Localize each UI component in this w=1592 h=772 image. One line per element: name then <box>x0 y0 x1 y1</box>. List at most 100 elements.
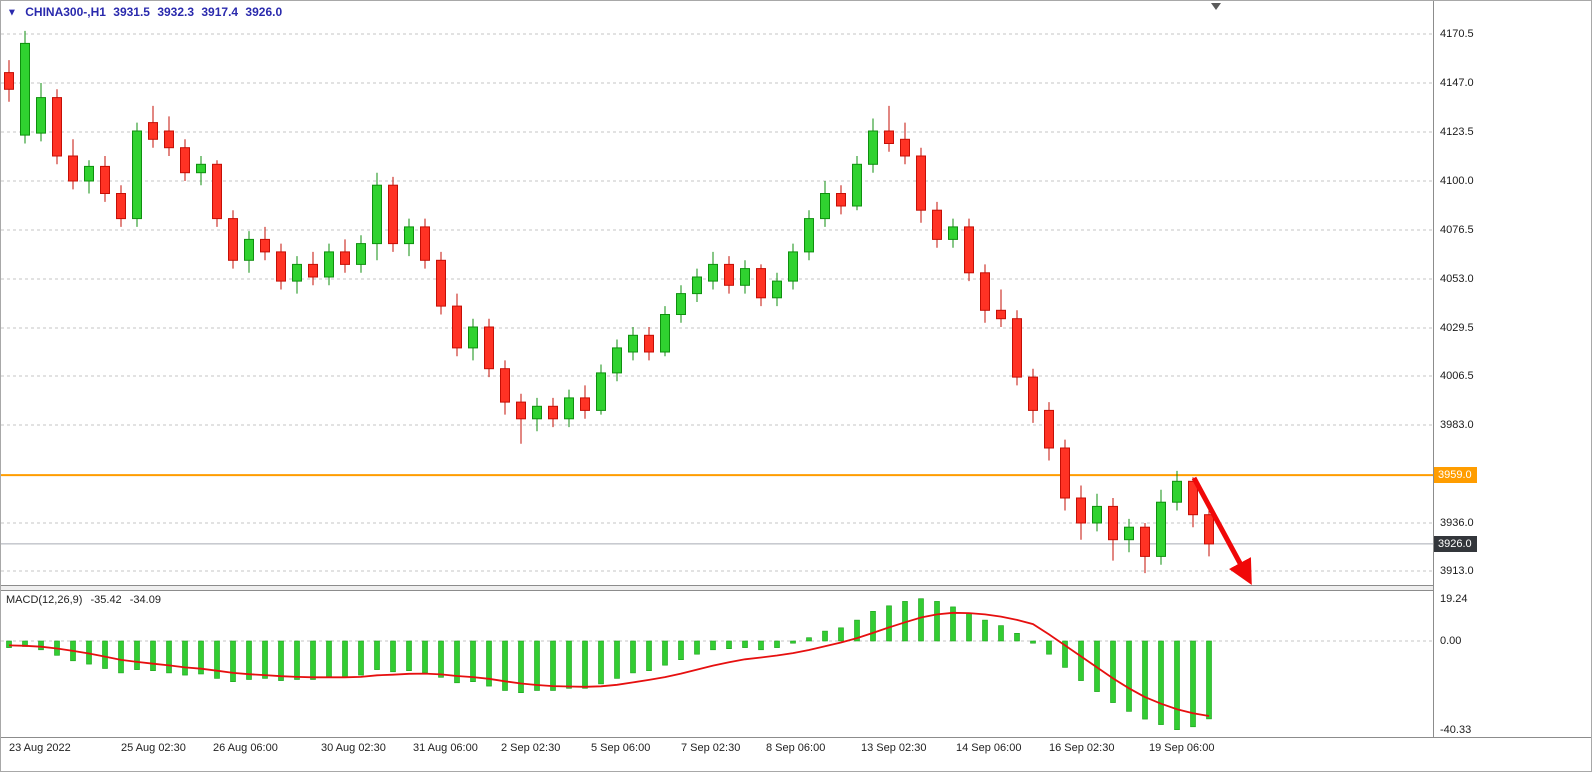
macd-histogram-bar <box>438 640 444 678</box>
candle-body <box>340 251 350 265</box>
macd-histogram-bar <box>294 640 300 680</box>
time-tick-label: 26 Aug 06:00 <box>213 742 278 754</box>
time-tick-label: 25 Aug 02:30 <box>121 742 186 754</box>
macd-histogram-bar <box>246 640 252 680</box>
macd-histogram-bar <box>934 601 940 642</box>
candle-body <box>692 276 702 295</box>
quote-close: 3926.0 <box>245 5 283 19</box>
time-axis[interactable]: 23 Aug 2022 25 Aug 02:30 26 Aug 06:00 30 Au… <box>1 737 1591 759</box>
macd-panel-canvas[interactable] <box>1 591 1433 737</box>
symbol-info-overlay: ▼ CHINA300-,H1 3931.5 3932.3 3917.4 3926… <box>6 5 286 19</box>
candle-body <box>116 193 126 220</box>
price-chart-canvas[interactable] <box>1 1 1433 585</box>
macd-histogram-bar <box>262 640 268 679</box>
macd-histogram-bar <box>1030 640 1036 644</box>
candle-body <box>932 209 942 240</box>
macd-histogram-bar <box>534 640 540 691</box>
macd-histogram-bar <box>1062 640 1068 668</box>
candle-body <box>84 165 94 182</box>
candle-body <box>484 326 494 370</box>
symbol-period-label: CHINA300-,H1 <box>25 5 106 19</box>
price-tick-label: 3983.0 <box>1440 419 1474 431</box>
price-tick-label: 4053.0 <box>1440 273 1474 285</box>
candle-body <box>580 397 590 411</box>
macd-histogram-bar <box>790 640 796 644</box>
candle-body <box>1060 447 1070 499</box>
price-tick-label: 4029.5 <box>1440 322 1474 334</box>
macd-histogram-bar <box>982 619 988 642</box>
price-tick-label: 4170.5 <box>1440 28 1474 40</box>
candle-body <box>948 226 958 240</box>
macd-histogram-bar <box>310 640 316 680</box>
candle-body <box>756 268 766 299</box>
candle-body <box>564 397 574 420</box>
macd-histogram-bar <box>1110 640 1116 703</box>
macd-histogram-bar <box>774 640 780 648</box>
candle-body <box>180 147 190 174</box>
macd-histogram-bar <box>502 640 508 691</box>
candle-body <box>4 72 14 90</box>
macd-histogram-bar <box>134 640 140 670</box>
macd-signal-value: -34.09 <box>129 594 161 606</box>
macd-histogram-bar <box>166 640 172 674</box>
candle-body <box>436 259 446 307</box>
chart-shift-marker-icon[interactable] <box>1211 3 1221 10</box>
candle-body <box>1028 376 1038 411</box>
candle-body <box>804 218 814 253</box>
candle-body <box>1156 501 1166 557</box>
current-price-label: 3926.0 <box>1434 535 1477 552</box>
price-axis[interactable]: 3959.0 3926.0 4170.5 4147.0 4123.5 4100.0 40… <box>1434 1 1591 737</box>
macd-histogram-bar <box>870 610 876 642</box>
macd-histogram-bar <box>1126 640 1132 712</box>
macd-histogram-bar <box>454 640 460 684</box>
time-tick-label: 2 Sep 02:30 <box>501 742 561 754</box>
macd-histogram-bar <box>1078 640 1084 681</box>
candle-body <box>1092 505 1102 524</box>
macd-histogram-bar <box>1046 640 1052 655</box>
macd-histogram-bar <box>326 640 332 678</box>
candle-body <box>148 122 158 140</box>
macd-value: -35.42 <box>90 594 122 606</box>
macd-histogram-bar <box>966 613 972 642</box>
candle-body <box>1204 514 1214 545</box>
macd-histogram-bar <box>118 640 124 674</box>
candle-body <box>836 193 846 207</box>
macd-histogram-bar <box>598 640 604 685</box>
macd-histogram-bar <box>1158 640 1164 725</box>
macd-histogram-bar <box>550 640 556 691</box>
candle-body <box>356 243 366 265</box>
time-tick-label: 16 Sep 02:30 <box>1049 742 1115 754</box>
macd-histogram-bar <box>806 637 812 642</box>
panel-splitter[interactable] <box>1 585 1591 591</box>
macd-histogram-bar <box>150 640 156 672</box>
candle-body <box>628 334 638 353</box>
candle-body <box>532 405 542 420</box>
candle-body <box>196 163 206 174</box>
candle-body <box>900 138 910 157</box>
price-tick-label: 4006.5 <box>1440 370 1474 382</box>
time-tick-label: 30 Aug 02:30 <box>321 742 386 754</box>
macd-histogram-bar <box>102 640 108 669</box>
macd-tick-label: 19.24 <box>1440 592 1468 605</box>
candle-body <box>868 130 878 165</box>
price-tick-label: 4100.0 <box>1440 175 1474 187</box>
hline-price-label: 3959.0 <box>1434 467 1477 484</box>
candle-body <box>916 155 926 211</box>
macd-info-overlay: MACD(12,26,9) -35.42 -34.09 <box>6 594 166 606</box>
macd-signal-line <box>8 611 1210 717</box>
candle-body <box>276 251 286 282</box>
candle-body <box>740 268 750 286</box>
macd-histogram-bar <box>710 640 716 651</box>
candle-body <box>724 263 734 286</box>
candle-body <box>820 193 830 220</box>
macd-histogram-bar <box>838 627 844 642</box>
macd-histogram-bar <box>918 598 924 642</box>
macd-histogram-bar <box>1206 640 1212 720</box>
macd-histogram-bar <box>854 619 860 642</box>
candle-body <box>68 155 78 182</box>
candle-body <box>468 326 478 349</box>
candle-body <box>548 405 558 420</box>
candle-body <box>20 42 30 136</box>
macd-histogram-bar <box>678 640 684 661</box>
